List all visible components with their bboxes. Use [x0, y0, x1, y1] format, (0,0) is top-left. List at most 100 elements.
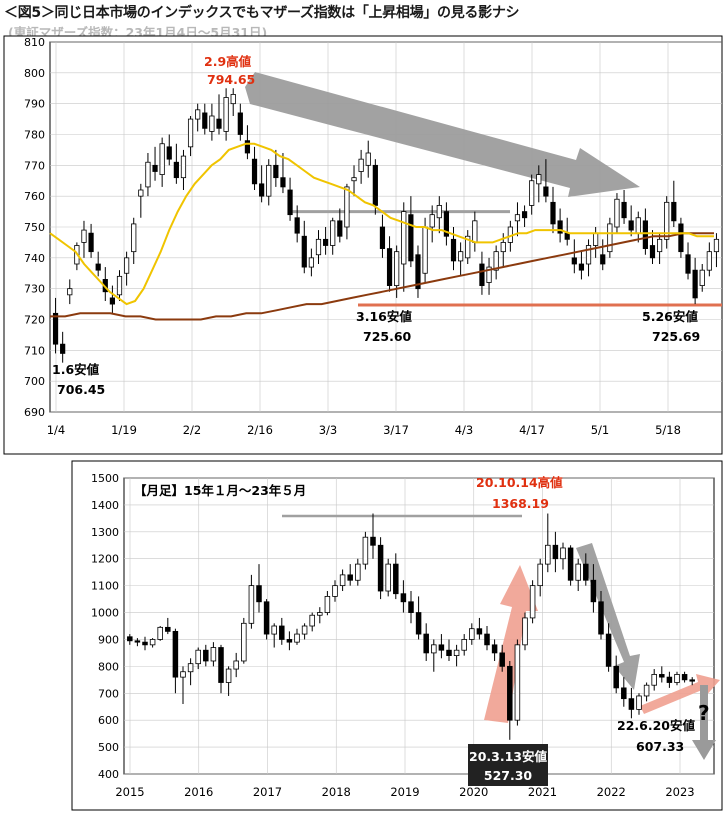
candle-body	[266, 164, 272, 197]
candle-body	[223, 97, 229, 132]
annotation-low3-date: 5.26安値	[642, 309, 698, 324]
monthly-ytick-label: 1300	[91, 526, 119, 539]
candle-body	[656, 238, 663, 253]
annotation-low-date: 22.6.20安値	[617, 718, 695, 733]
candle-body	[598, 601, 604, 635]
candle-body	[339, 574, 346, 587]
candle-body	[689, 679, 695, 682]
candle-body	[642, 220, 648, 249]
daily-ytick-label: 750	[24, 221, 45, 234]
candle-body	[415, 612, 422, 635]
candle-body	[628, 698, 635, 710]
candle-body	[453, 649, 460, 657]
candle-body	[557, 220, 563, 234]
annotation-low3-value: 725.69	[652, 329, 700, 344]
monthly-xtick-label: 2016	[184, 785, 213, 799]
candle-body	[172, 630, 179, 678]
candle-body	[443, 211, 450, 237]
candle-body	[614, 198, 620, 228]
candle-body	[685, 254, 691, 274]
candle-body	[659, 674, 665, 678]
monthly-xtick-label: 2017	[253, 785, 282, 799]
candle-body	[294, 217, 300, 234]
candle-body	[500, 242, 506, 253]
candle-body	[575, 563, 581, 581]
daily-ytick-label: 800	[24, 67, 45, 80]
candle-body	[273, 164, 279, 179]
candle-body	[713, 238, 720, 253]
monthly-xtick-label: 2021	[528, 785, 557, 799]
candle-body	[664, 201, 670, 240]
candle-body	[543, 186, 549, 197]
daily-xtick-label: 1/4	[47, 423, 66, 437]
candle-body	[499, 652, 505, 667]
candle-body	[263, 601, 270, 635]
monthly-xtick-label: 2023	[665, 785, 694, 799]
candle-body	[209, 115, 215, 132]
candle-body	[536, 174, 542, 185]
candle-body	[317, 612, 323, 616]
future-arrow-down	[692, 685, 716, 760]
candle-body	[469, 628, 475, 640]
candle-body	[476, 628, 483, 635]
monthly-xtick-label: 2019	[390, 785, 419, 799]
candle-body	[202, 112, 208, 129]
daily-ytick-label: 810	[24, 36, 45, 49]
candle-body	[256, 585, 262, 603]
candle-body	[145, 161, 151, 188]
candle-body	[692, 269, 698, 299]
candle-body	[408, 601, 414, 613]
candle-body	[493, 251, 499, 271]
candle-body	[195, 649, 201, 665]
candle-body	[567, 547, 574, 581]
candle-body	[347, 574, 353, 581]
daily-xtick-label: 5/18	[655, 423, 681, 437]
candle-body	[165, 626, 171, 632]
annotation-peak-date: 20.10.14高値	[476, 475, 563, 490]
annotation-bottom-box	[468, 744, 548, 786]
candle-body	[294, 633, 300, 643]
annotation-low1-value: 706.45	[57, 382, 105, 397]
candle-body	[187, 663, 194, 673]
candle-body	[578, 263, 585, 271]
candle-body	[210, 647, 217, 662]
candle-body	[583, 563, 589, 581]
candle-body	[521, 211, 528, 219]
candle-body	[251, 158, 258, 185]
candle-body	[81, 229, 87, 243]
daily-xtick-label: 2/2	[183, 423, 202, 437]
candle-body	[60, 343, 66, 354]
candle-body	[423, 633, 429, 654]
candle-body	[552, 544, 559, 560]
candle-body	[180, 671, 186, 678]
candle-body	[233, 660, 239, 670]
candle-body	[415, 254, 421, 290]
annotation-bottom-value: 527.30	[484, 768, 533, 783]
monthly-ytick-label: 1200	[91, 553, 119, 566]
candle-body	[621, 687, 627, 700]
candle-body	[370, 536, 376, 546]
candle-body	[187, 118, 194, 148]
rebound-arrow-up	[484, 565, 538, 723]
candle-body	[308, 257, 314, 268]
candle-body	[651, 674, 657, 686]
candle-body	[216, 118, 222, 129]
candle-body	[377, 544, 384, 592]
moving-average-short	[49, 142, 714, 306]
candle-body	[671, 201, 677, 222]
annotation-peak-value: 1368.19	[492, 496, 549, 511]
candle-body	[621, 201, 627, 219]
daily-ytick-label: 790	[24, 98, 45, 111]
annotation-low-value: 607.33	[636, 739, 684, 754]
candle-body	[362, 536, 369, 565]
candle-body	[180, 155, 187, 179]
moving-average-long	[50, 232, 714, 321]
candle-body	[436, 205, 442, 219]
daily-ytick-label: 700	[24, 375, 45, 388]
daily-xtick-label: 5/1	[591, 423, 610, 437]
candle-body	[337, 220, 343, 237]
candle-body	[636, 695, 642, 710]
candle-body	[166, 146, 172, 160]
candle-body	[109, 297, 116, 305]
candle-body	[486, 266, 492, 283]
